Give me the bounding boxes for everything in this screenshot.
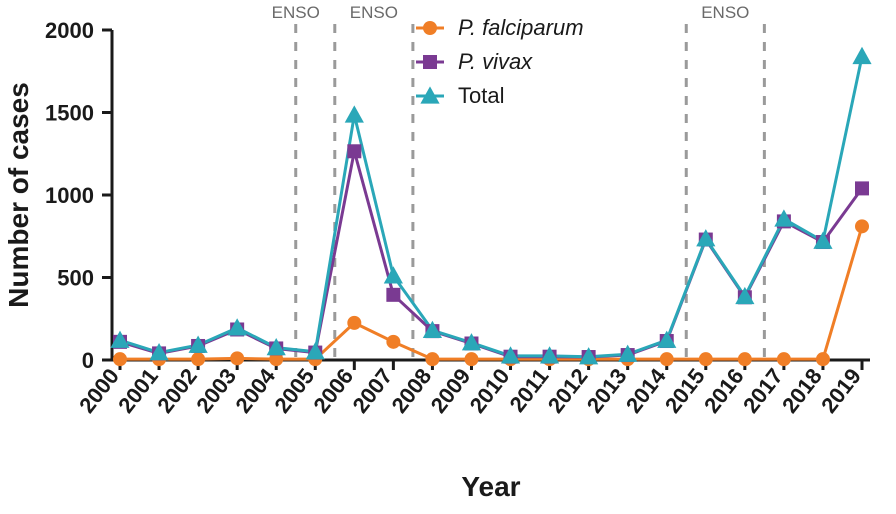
marker-circle xyxy=(191,352,205,366)
y-axis-label: Number of cases xyxy=(3,82,34,308)
marker-circle xyxy=(660,352,674,366)
marker-square xyxy=(386,288,400,302)
x-axis-label: Year xyxy=(461,471,520,502)
marker-circle xyxy=(347,316,361,330)
marker-circle xyxy=(386,335,400,349)
marker-circle xyxy=(855,219,869,233)
marker-circle xyxy=(113,352,127,366)
y-tick-label: 2000 xyxy=(45,18,94,43)
enso-label: ENSO xyxy=(350,3,398,22)
marker-square xyxy=(855,181,869,195)
y-tick-label: 0 xyxy=(82,348,94,373)
legend-label: Total xyxy=(458,83,504,108)
marker-circle xyxy=(464,352,478,366)
enso-label: ENSO xyxy=(701,3,749,22)
legend-label: P. vivax xyxy=(458,49,533,74)
marker-circle xyxy=(699,352,713,366)
y-tick-label: 1000 xyxy=(45,183,94,208)
marker-circle xyxy=(425,352,439,366)
chart-container: ENSOENSOENSO0500100015002000200020012002… xyxy=(0,0,896,514)
marker-square xyxy=(347,144,361,158)
y-tick-label: 1500 xyxy=(45,101,94,126)
marker-circle xyxy=(738,352,752,366)
y-tick-label: 500 xyxy=(57,266,94,291)
marker-circle xyxy=(230,351,244,365)
line-chart: ENSOENSOENSO0500100015002000200020012002… xyxy=(0,0,896,514)
enso-label: ENSO xyxy=(272,3,320,22)
marker-circle xyxy=(816,352,830,366)
marker-circle xyxy=(423,21,437,35)
marker-square xyxy=(423,55,437,69)
marker-circle xyxy=(777,352,791,366)
legend-label: P. falciparum xyxy=(458,15,584,40)
